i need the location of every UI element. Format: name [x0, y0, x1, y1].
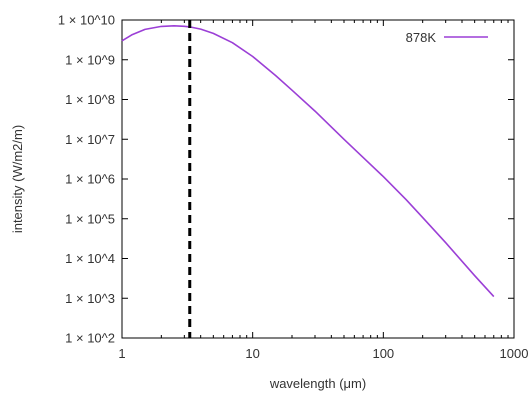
legend: 878K	[406, 30, 488, 45]
y-tick-label: 1 × 10^9	[65, 52, 115, 67]
y-tick-label: 1 × 10^5	[65, 211, 115, 226]
series-layer	[121, 24, 495, 298]
y-tick-label: 1 × 10^2	[65, 331, 115, 346]
x-tick-label: 100	[372, 346, 394, 361]
x-tick-label: 1	[118, 346, 125, 361]
y-tick-label: 1 × 10^6	[65, 172, 115, 187]
x-tick-label: 10	[245, 346, 259, 361]
y-tick-label: 1 × 10^3	[65, 291, 115, 306]
x-tick-label: 1000	[500, 346, 528, 361]
axis-ticks: 1 10 100 1000 1 × 10^2 1 × 10^3 1 × 10^4 1 × 10…	[58, 13, 528, 362]
series-line	[121, 24, 495, 298]
y-tick-label: 1 × 10^4	[65, 251, 115, 266]
y-axis-label: intensity (W/m2/m)	[10, 125, 25, 233]
plot-frame	[121, 19, 515, 339]
x-axis-label: wavelength (μm)	[269, 376, 366, 391]
y-tick-label: 1 × 10^10	[58, 13, 115, 28]
legend-label: 878K	[406, 30, 437, 45]
y-tick-label: 1 × 10^8	[65, 92, 115, 107]
y-tick-label: 1 × 10^7	[65, 132, 115, 147]
